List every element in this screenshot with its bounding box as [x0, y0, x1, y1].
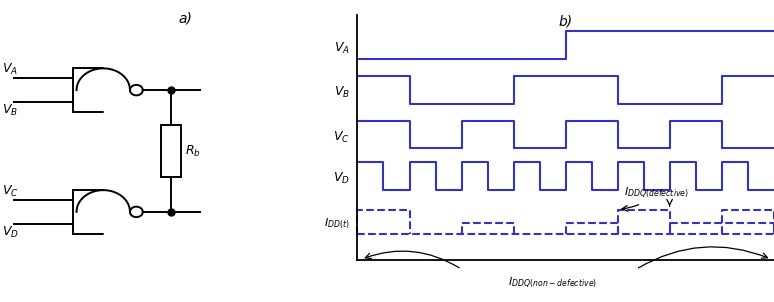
Text: b): b) — [559, 14, 573, 29]
Text: $I_{DDQ(defective)}$: $I_{DDQ(defective)}$ — [625, 185, 690, 200]
Text: $V_D$: $V_D$ — [333, 171, 350, 186]
Text: a): a) — [178, 12, 192, 26]
Text: $I_{DD(t)}$: $I_{DD(t)}$ — [324, 217, 350, 231]
Text: $R_b$: $R_b$ — [185, 143, 200, 159]
Text: $V_C$: $V_C$ — [2, 184, 19, 199]
FancyBboxPatch shape — [162, 125, 181, 177]
Text: $V_A$: $V_A$ — [2, 62, 18, 77]
Text: $V_B$: $V_B$ — [334, 85, 350, 101]
Text: $V_B$: $V_B$ — [2, 103, 18, 118]
Text: $I_{DDQ(non-defective)}$: $I_{DDQ(non-defective)}$ — [508, 275, 598, 290]
Text: $V_D$: $V_D$ — [2, 225, 19, 240]
Text: $V_A$: $V_A$ — [334, 41, 350, 56]
Text: $V_C$: $V_C$ — [333, 130, 350, 145]
